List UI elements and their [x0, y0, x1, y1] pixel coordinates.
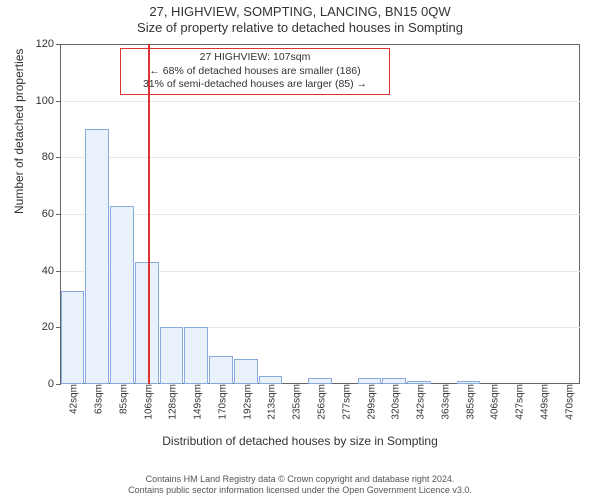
bar	[160, 327, 184, 384]
annotation-line2: ← 68% of detached houses are smaller (18…	[127, 65, 383, 79]
x-tick: 277sqm	[337, 384, 352, 420]
x-tick: 192sqm	[238, 384, 253, 420]
x-tick: 42sqm	[65, 384, 80, 414]
bar	[110, 206, 134, 385]
bar	[209, 356, 233, 384]
y-axis-label: Number of detached properties	[12, 49, 26, 214]
footer-line1: Contains HM Land Registry data © Crown c…	[0, 474, 600, 485]
y-tick: 120	[36, 38, 60, 50]
bar	[184, 327, 208, 384]
x-tick: 363sqm	[436, 384, 451, 420]
x-tick: 63sqm	[90, 384, 105, 414]
x-tick: 385sqm	[461, 384, 476, 420]
x-tick: 128sqm	[164, 384, 179, 420]
chart-title-sub: Size of property relative to detached ho…	[0, 20, 600, 39]
x-tick: 406sqm	[486, 384, 501, 420]
x-tick: 256sqm	[313, 384, 328, 420]
annotation-box: 27 HIGHVIEW: 107sqm ← 68% of detached ho…	[120, 48, 390, 95]
marker-line	[148, 44, 150, 384]
x-tick: 449sqm	[535, 384, 550, 420]
x-tick: 106sqm	[139, 384, 154, 420]
bar	[85, 129, 109, 384]
x-tick: 235sqm	[288, 384, 303, 420]
plot-area: 02040608010012042sqm63sqm85sqm106sqm128s…	[60, 44, 580, 384]
footer-line2: Contains public sector information licen…	[0, 485, 600, 496]
y-tick: 0	[48, 378, 60, 390]
footer: Contains HM Land Registry data © Crown c…	[0, 474, 600, 497]
bar	[259, 376, 283, 385]
grid-line	[60, 157, 580, 158]
y-tick: 20	[42, 321, 60, 333]
x-tick: 170sqm	[213, 384, 228, 420]
y-tick: 40	[42, 265, 60, 277]
annotation-line3: 31% of semi-detached houses are larger (…	[127, 78, 383, 92]
grid-line	[60, 214, 580, 215]
x-tick: 299sqm	[362, 384, 377, 420]
x-tick: 149sqm	[189, 384, 204, 420]
chart-title-address: 27, HIGHVIEW, SOMPTING, LANCING, BN15 0Q…	[0, 0, 600, 20]
x-tick: 342sqm	[412, 384, 427, 420]
y-tick: 80	[42, 151, 60, 163]
chart-container: 27, HIGHVIEW, SOMPTING, LANCING, BN15 0Q…	[0, 0, 600, 500]
y-tick: 60	[42, 208, 60, 220]
x-tick: 85sqm	[114, 384, 129, 414]
bar	[61, 291, 85, 385]
x-tick: 213sqm	[263, 384, 278, 420]
grid-line	[60, 101, 580, 102]
x-tick: 427sqm	[511, 384, 526, 420]
x-tick: 320sqm	[387, 384, 402, 420]
annotation-line1: 27 HIGHVIEW: 107sqm	[127, 51, 383, 65]
x-axis-label: Distribution of detached houses by size …	[0, 434, 600, 448]
x-tick: 470sqm	[560, 384, 575, 420]
y-tick: 100	[36, 95, 60, 107]
bar	[234, 359, 258, 385]
